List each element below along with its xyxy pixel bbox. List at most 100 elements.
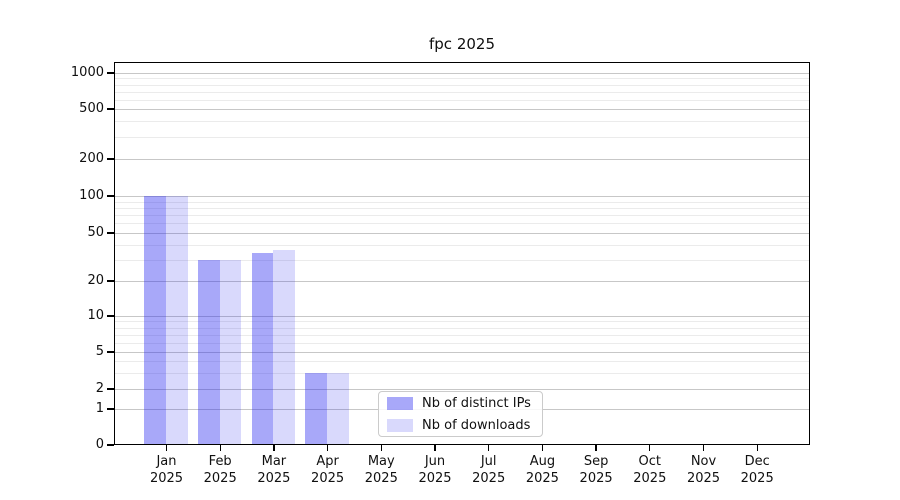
legend-label-downloads: Nb of downloads bbox=[422, 417, 531, 433]
y-tick-1 bbox=[107, 408, 114, 410]
x-tick-label-jul: Jul 2025 bbox=[459, 453, 519, 487]
x-tick-label-may: May 2025 bbox=[351, 453, 411, 487]
minor-gridline-300 bbox=[114, 136, 810, 138]
bar-nb-of-distinct-ips-mar bbox=[251, 253, 274, 445]
x-tick-month-may: May bbox=[367, 454, 395, 469]
x-tick-month-aug: Aug bbox=[529, 454, 556, 469]
major-gridline-2 bbox=[114, 389, 810, 390]
x-tick-month-sep: Sep bbox=[583, 454, 609, 469]
x-tick-month-dec: Dec bbox=[744, 454, 770, 469]
x-tick-label-dec: Dec 2025 bbox=[727, 453, 787, 487]
x-tick-dec bbox=[756, 445, 758, 451]
x-tick-year-feb: 2025 bbox=[203, 471, 237, 486]
bar-nb-of-distinct-ips-apr bbox=[305, 372, 328, 445]
plot-area bbox=[114, 62, 810, 445]
minor-gridline-80 bbox=[114, 207, 810, 209]
legend-swatch-distinct-ips bbox=[387, 396, 413, 410]
minor-gridline-3 bbox=[114, 372, 810, 374]
x-tick-year-nov: 2025 bbox=[686, 471, 721, 486]
legend-item-distinct-ips: Nb of distinct IPs bbox=[387, 396, 534, 411]
minor-gridline-8 bbox=[114, 327, 810, 329]
y-tick-label-1000: 1000 bbox=[70, 65, 104, 80]
major-gridline-10 bbox=[114, 316, 810, 317]
minor-gridline-30 bbox=[114, 259, 810, 261]
x-tick-label-feb: Feb 2025 bbox=[190, 453, 250, 487]
minor-gridline-900 bbox=[114, 78, 810, 80]
bar-nb-of-downloads-jan bbox=[166, 196, 188, 445]
minor-gridline-7 bbox=[114, 334, 810, 336]
y-tick-label-2: 2 bbox=[95, 381, 104, 396]
minor-gridline-400 bbox=[114, 121, 810, 123]
chart-title: fpc 2025 bbox=[429, 35, 495, 53]
major-gridline-200 bbox=[114, 159, 810, 160]
major-gridline-5 bbox=[114, 352, 810, 353]
bar-nb-of-distinct-ips-feb bbox=[197, 259, 220, 445]
y-tick-label-100: 100 bbox=[79, 188, 104, 203]
y-tick-label-1: 1 bbox=[95, 401, 104, 416]
x-tick-jul bbox=[488, 445, 490, 451]
minor-gridline-700 bbox=[114, 91, 810, 93]
major-gridline-100 bbox=[114, 196, 810, 197]
x-tick-oct bbox=[649, 445, 651, 451]
x-tick-month-jul: Jul bbox=[480, 454, 497, 469]
bar-nb-of-downloads-feb bbox=[219, 259, 242, 445]
minor-gridline-600 bbox=[114, 99, 810, 101]
x-tick-label-aug: Aug 2025 bbox=[512, 453, 572, 487]
x-tick-year-jul: 2025 bbox=[472, 471, 506, 486]
legend: Nb of distinct IPs Nb of downloads bbox=[378, 391, 543, 437]
y-tick-label-20: 20 bbox=[87, 273, 104, 288]
y-tick-label-0: 0 bbox=[95, 437, 104, 452]
minor-gridline-9 bbox=[114, 321, 810, 323]
y-tick-1000 bbox=[107, 72, 114, 74]
y-tick-10 bbox=[107, 315, 114, 317]
y-tick-50 bbox=[107, 232, 114, 234]
legend-swatch-downloads bbox=[387, 418, 413, 432]
x-tick-month-nov: Nov bbox=[690, 454, 717, 469]
x-tick-apr bbox=[326, 445, 329, 451]
bar-nb-of-downloads-mar bbox=[273, 250, 296, 445]
bar-nb-of-distinct-ips-jan bbox=[144, 196, 166, 445]
y-tick-0 bbox=[107, 444, 114, 446]
x-tick-month-feb: Feb bbox=[208, 454, 232, 469]
major-gridline-50 bbox=[114, 233, 810, 234]
y-tick-500 bbox=[107, 108, 114, 110]
x-tick-sep bbox=[595, 445, 597, 451]
x-tick-year-sep: 2025 bbox=[579, 471, 613, 486]
y-tick-label-50: 50 bbox=[87, 225, 104, 240]
minor-gridline-4 bbox=[114, 361, 810, 362]
x-tick-year-mar: 2025 bbox=[257, 471, 291, 486]
major-gridline-1000 bbox=[114, 73, 810, 74]
x-tick-label-sep: Sep 2025 bbox=[566, 453, 626, 487]
y-tick-200 bbox=[107, 158, 114, 160]
y-tick-5 bbox=[107, 351, 114, 353]
x-tick-month-apr: Apr bbox=[316, 454, 339, 469]
x-tick-year-apr: 2025 bbox=[311, 471, 345, 486]
y-tick-100 bbox=[107, 195, 114, 197]
minor-gridline-40 bbox=[114, 244, 810, 246]
x-tick-year-jan: 2025 bbox=[149, 471, 184, 486]
x-tick-year-may: 2025 bbox=[364, 471, 398, 486]
minor-gridline-90 bbox=[114, 201, 810, 203]
x-tick-feb bbox=[219, 445, 221, 451]
x-tick-year-dec: 2025 bbox=[740, 471, 774, 486]
x-tick-year-aug: 2025 bbox=[525, 471, 559, 486]
x-tick-label-apr: Apr 2025 bbox=[298, 453, 358, 487]
legend-item-downloads: Nb of downloads bbox=[387, 418, 534, 433]
y-tick-label-200: 200 bbox=[79, 151, 104, 166]
x-tick-label-mar: Mar 2025 bbox=[244, 453, 304, 487]
x-tick-jun bbox=[434, 445, 436, 451]
x-tick-jan bbox=[165, 445, 168, 451]
legend-label-distinct-ips: Nb of distinct IPs bbox=[422, 395, 531, 411]
x-tick-month-oct: Oct bbox=[638, 454, 662, 469]
y-tick-label-10: 10 bbox=[87, 308, 104, 323]
x-tick-nov bbox=[702, 445, 705, 451]
x-tick-may bbox=[380, 445, 382, 451]
y-tick-2 bbox=[107, 388, 114, 390]
minor-gridline-6 bbox=[114, 342, 810, 344]
x-tick-month-jan: Jan bbox=[156, 454, 177, 469]
y-tick-label-500: 500 bbox=[79, 101, 104, 116]
x-tick-label-jun: Jun 2025 bbox=[405, 453, 465, 487]
x-tick-label-nov: Nov 2025 bbox=[674, 453, 734, 487]
major-gridline-20 bbox=[114, 281, 810, 282]
